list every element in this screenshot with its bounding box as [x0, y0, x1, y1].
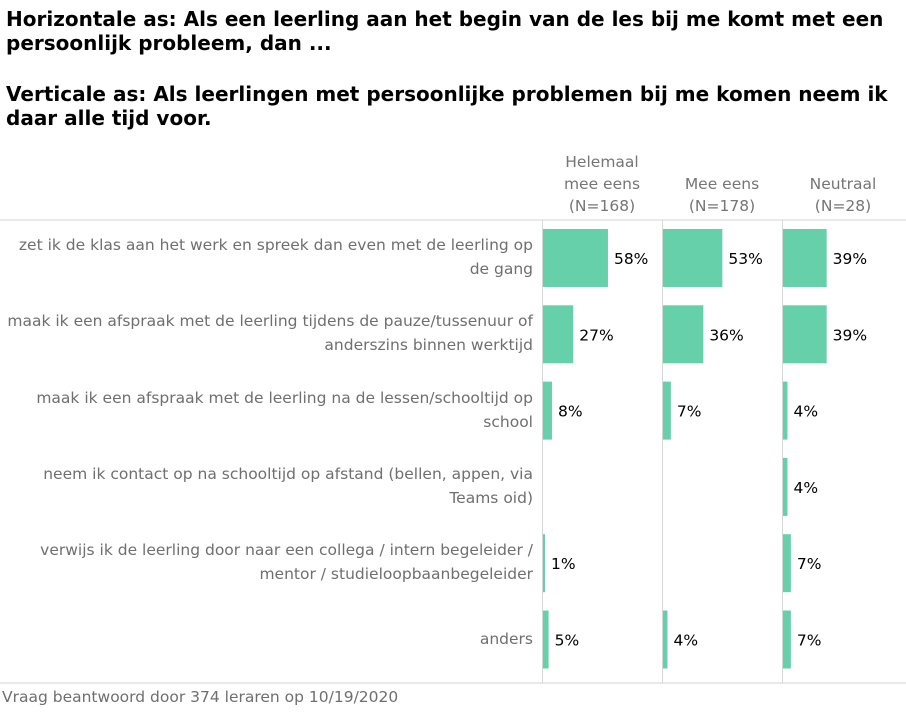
- bar-s2-r4: [783, 534, 791, 593]
- column-header-name: Helemaal mee eens: [563, 153, 641, 193]
- column-header-name: Mee eens: [684, 175, 760, 193]
- bar-s1-r2: [663, 381, 671, 440]
- column-header-name: Neutraal: [809, 175, 877, 193]
- value-label-s2-r0: 39%: [833, 250, 867, 268]
- column-header-count: (N=28): [814, 197, 872, 215]
- bar-s2-r5: [783, 610, 791, 669]
- row-label-1: maak ik een afspraak met de leerling tij…: [7, 312, 533, 355]
- bar-s2-r3: [783, 457, 788, 516]
- bar-s0-r4: [543, 534, 545, 593]
- bar-s2-r1: [783, 305, 827, 364]
- bar-s2-r0: [783, 229, 827, 287]
- value-label-s1-r0: 53%: [728, 250, 762, 268]
- value-label-s2-r2: 4%: [793, 403, 818, 421]
- bar-s1-r0: [663, 229, 723, 287]
- column-header-1: Mee eens (N=178): [666, 173, 778, 217]
- chart-title-horizontal: Horizontale as: Als een leerling aan het…: [6, 7, 884, 55]
- row-label-2: maak ik een afspraak met de leerling na …: [36, 388, 533, 431]
- value-label-s0-r5: 5%: [555, 632, 580, 650]
- bar-s1-r1: [663, 305, 704, 364]
- footer-note: Vraag beantwoord door 374 leraren op 10/…: [2, 688, 399, 706]
- bar-s2-r2: [783, 381, 788, 440]
- value-label-s2-r3: 4%: [793, 479, 818, 497]
- value-label-s0-r1: 27%: [579, 326, 613, 344]
- row-label-3: neem ik contact op na schooltijd op afst…: [43, 464, 533, 507]
- value-label-s1-r2: 7%: [677, 403, 702, 421]
- value-label-s0-r2: 8%: [558, 403, 583, 421]
- column-header-count: (N=178): [688, 197, 756, 215]
- value-label-s2-r5: 7%: [797, 632, 822, 650]
- row-label-5: anders: [479, 629, 533, 648]
- bar-s0-r2: [543, 381, 552, 440]
- value-label-s0-r4: 1%: [551, 555, 576, 573]
- bar-s1-r5: [663, 610, 668, 669]
- bar-s0-r0: [543, 229, 608, 287]
- chart-title-vertical: Verticale as: Als leerlingen met persoon…: [6, 82, 888, 130]
- bar-s0-r1: [543, 305, 574, 364]
- column-header-count: (N=168): [568, 197, 636, 215]
- value-label-s2-r4: 7%: [797, 555, 822, 573]
- column-header-2: Neutraal (N=28): [787, 173, 899, 217]
- bar-s0-r5: [543, 610, 549, 669]
- value-label-s2-r1: 39%: [833, 326, 867, 344]
- value-label-s0-r0: 58%: [614, 250, 648, 268]
- value-label-s1-r5: 4%: [673, 632, 698, 650]
- value-label-s1-r1: 36%: [709, 326, 743, 344]
- column-header-0: Helemaal mee eens (N=168): [546, 151, 658, 217]
- row-label-4: verwijs ik de leerling door naar een col…: [40, 541, 533, 584]
- row-label-0: zet ik de klas aan het werk en spreek da…: [18, 236, 533, 278]
